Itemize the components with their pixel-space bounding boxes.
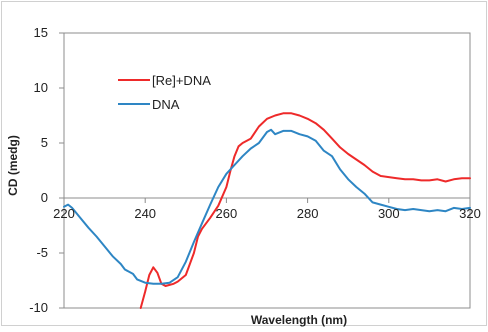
label-layer: 220 240 260 280 300 320 -10 -5 0 5 10 15 Wavelength … (6, 25, 481, 327)
y-tick-label: -10 (29, 300, 48, 315)
x-tick-label: 320 (459, 206, 481, 221)
x-axis-title: Wavelength (nm) (251, 313, 347, 327)
y-tick-label: 5 (41, 135, 48, 150)
y-tick-label: -5 (36, 245, 48, 260)
x-tick-label: 280 (297, 206, 319, 221)
y-tick-label: 0 (41, 190, 48, 205)
legend-label-dna: DNA (152, 97, 180, 112)
chart-area-border (1, 1, 487, 326)
y-tick-label: 15 (34, 25, 48, 40)
legend: [Re]+DNA DNA (118, 73, 211, 112)
series-layer (63, 112, 471, 309)
x-tick-label: 300 (378, 206, 400, 221)
y-axis-title: CD (medg) (6, 135, 20, 196)
x-tick-label: 220 (53, 206, 75, 221)
plot-area-border (63, 32, 471, 309)
series-line-dna (63, 128, 471, 285)
x-tick-label: 240 (134, 206, 156, 221)
y-tick-label: 10 (34, 80, 48, 95)
x-tick-label: 260 (216, 206, 238, 221)
series-line-re-dna (139, 112, 471, 309)
plot-layer (59, 32, 471, 309)
legend-label-re-dna: [Re]+DNA (152, 73, 211, 88)
